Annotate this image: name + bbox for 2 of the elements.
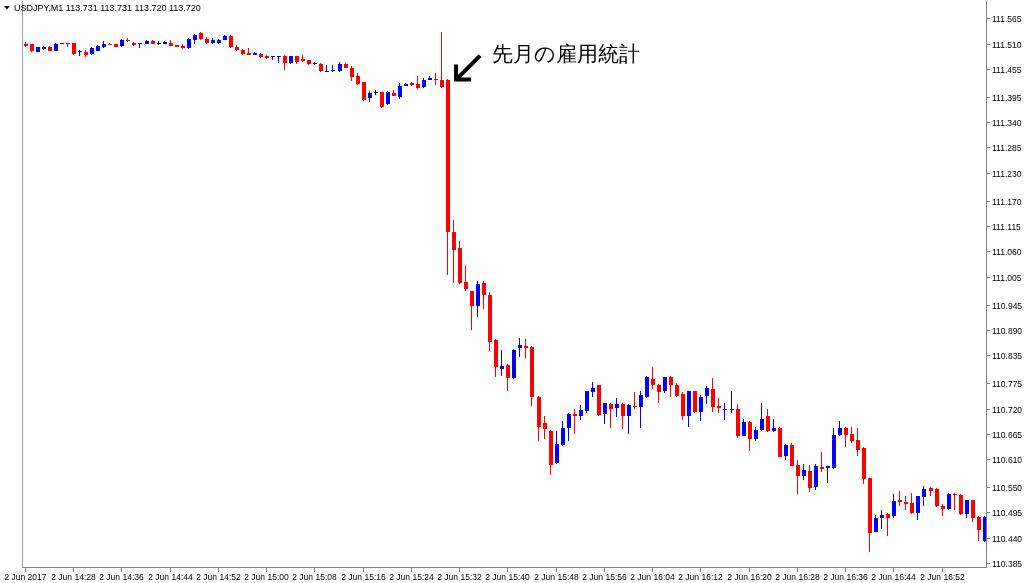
- title: USDJPY,M1 113.731 113.731 113.720 113.720: [14, 3, 201, 13]
- annotation: 先月の雇用統計: [492, 41, 641, 65]
